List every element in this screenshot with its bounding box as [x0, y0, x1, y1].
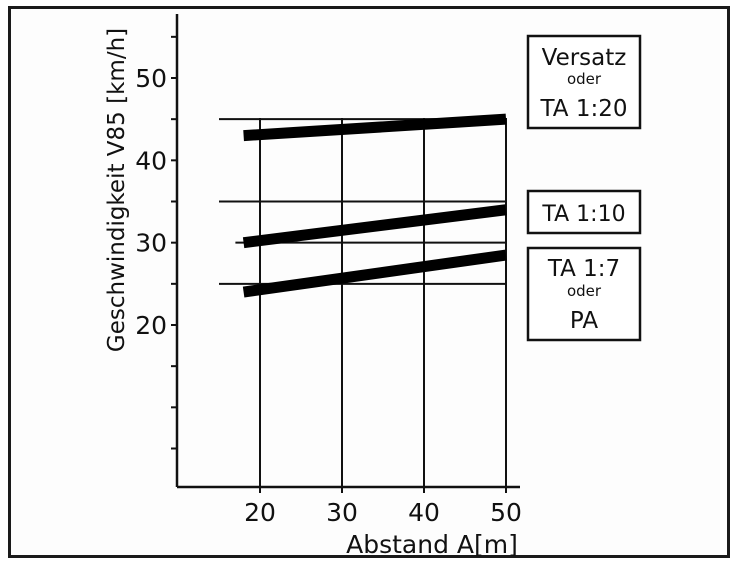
y-tick-label-40: 40 [135, 146, 167, 175]
series-label-box-1 [526, 34, 642, 130]
series-label-box-3 [526, 246, 642, 342]
grid-lines [259, 118, 507, 487]
series-line-2 [242, 204, 507, 249]
series-label-text-1-3: TA 1:20 [540, 96, 628, 122]
y-axis-title: Geschwindigkeit V85 [km/h] [104, 28, 130, 352]
x-axis-title: Abstand A[m] [346, 530, 518, 559]
series-label-text-1-1: Versatz [542, 45, 627, 71]
axes [175, 14, 520, 489]
series-label-text-3-2: oder [567, 282, 602, 300]
series-line-3 [242, 249, 507, 298]
series-label-text-2-1: TA 1:10 [541, 202, 625, 227]
ticks: 20 30 40 50 20 30 40 50 [135, 35, 522, 527]
x-tick-label-20: 20 [244, 498, 276, 527]
series-label-box-2 [526, 189, 642, 235]
x-tick-label-40: 40 [408, 498, 440, 527]
y-tick-label-30: 30 [135, 229, 167, 258]
x-tick-label-30: 30 [326, 498, 358, 527]
y-tick-label-20: 20 [135, 311, 167, 340]
y-tick-label-50: 50 [135, 64, 167, 93]
series-label-text-3-3: PA [570, 308, 598, 334]
x-tick-label-50: 50 [490, 498, 522, 527]
series [242, 113, 507, 298]
series-label-text-1-2: oder [567, 70, 602, 88]
series-line-1 [243, 113, 507, 142]
series-label-text-3-1: TA 1:7 [547, 256, 620, 282]
